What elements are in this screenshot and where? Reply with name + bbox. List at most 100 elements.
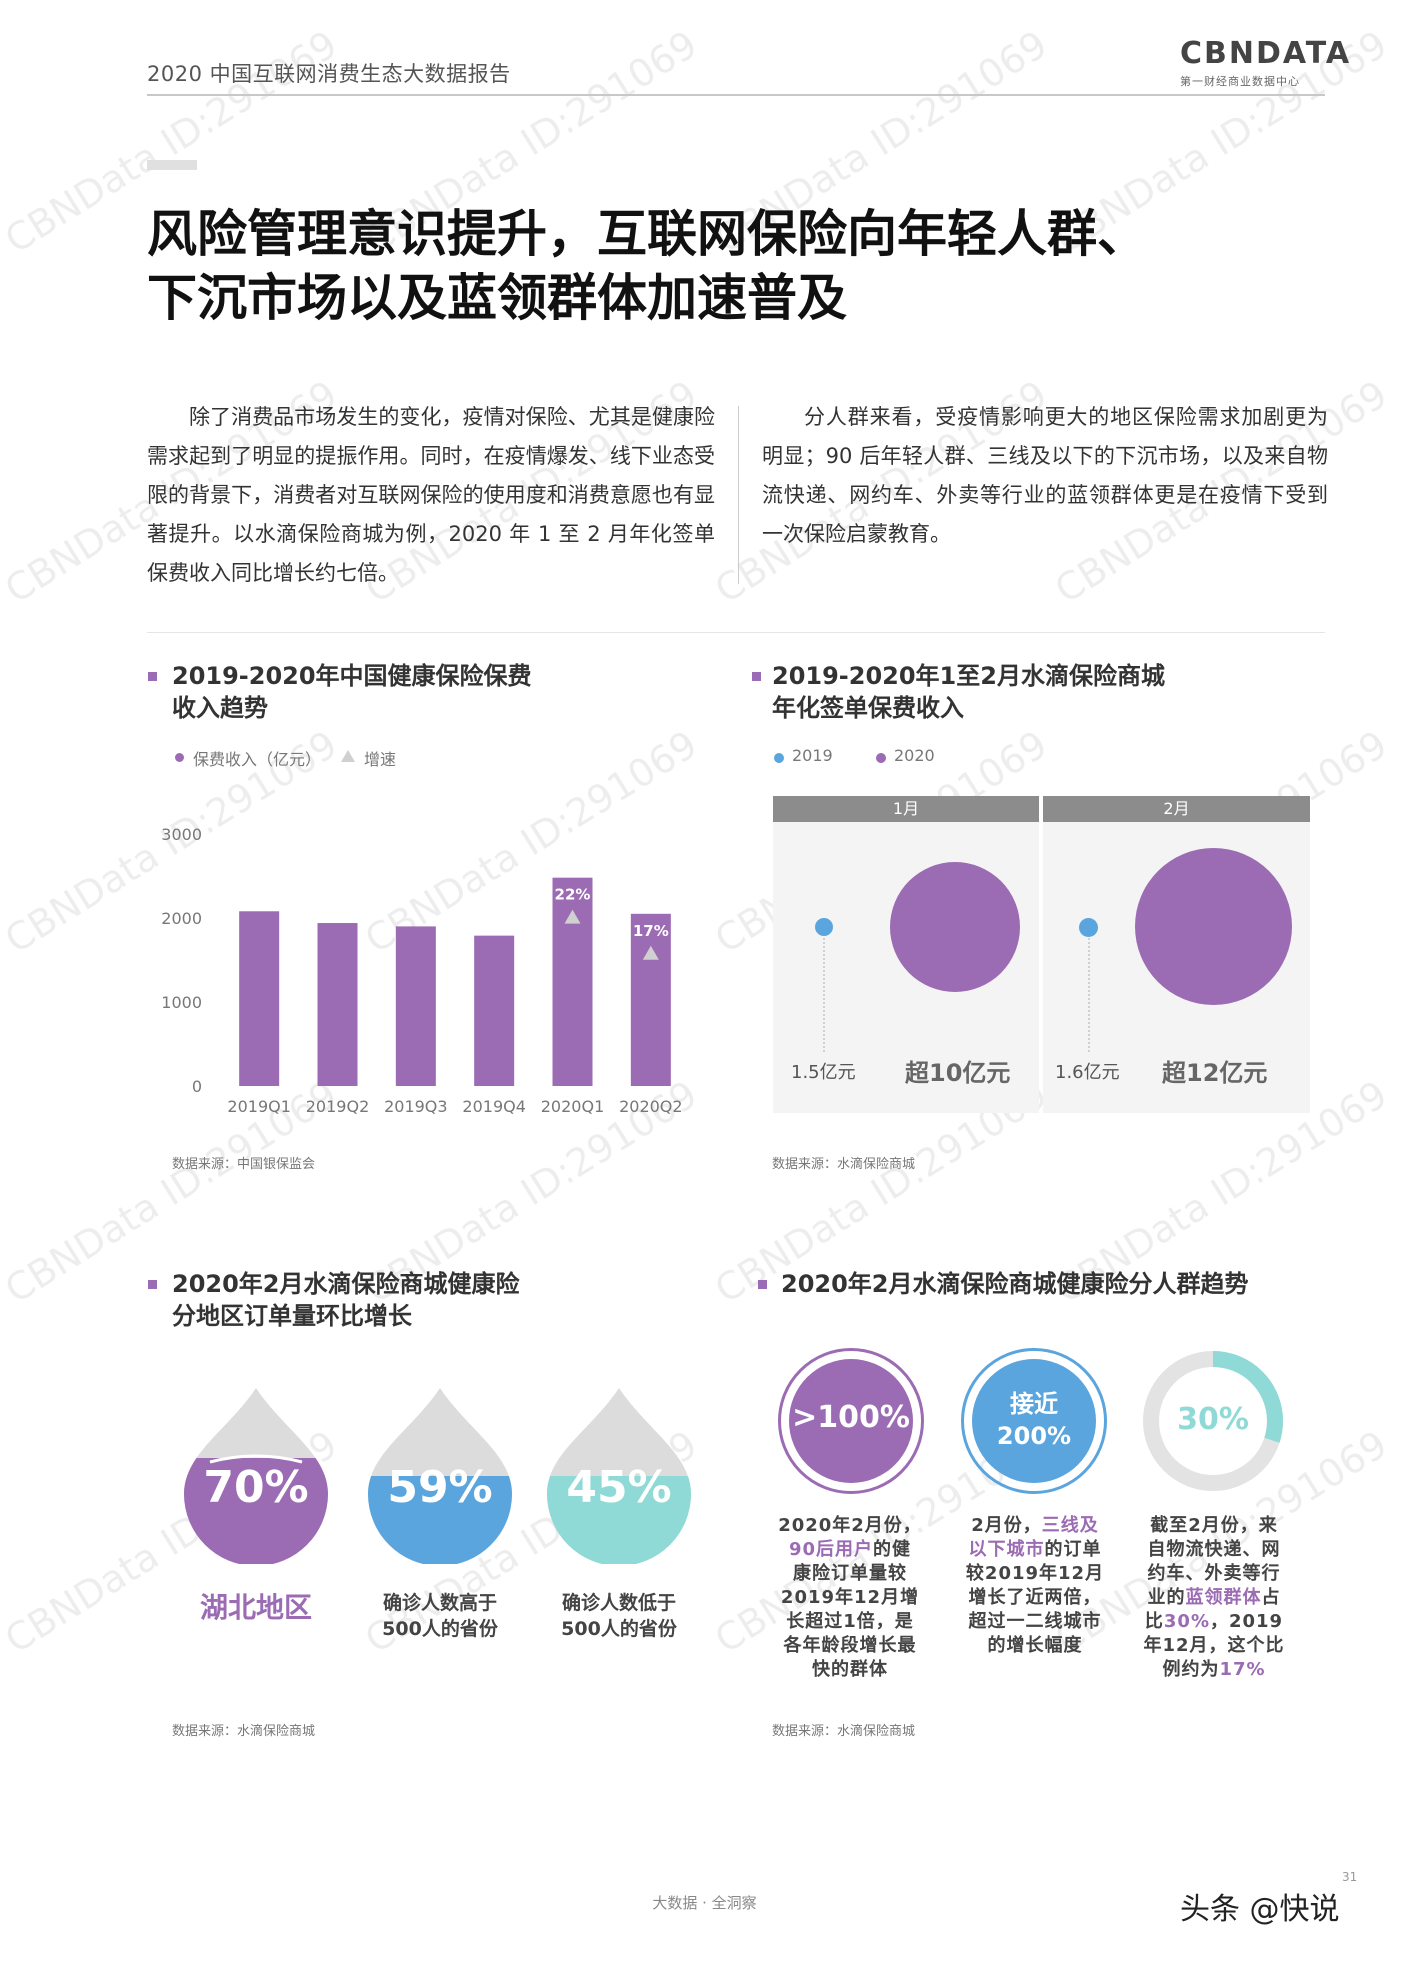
ring-bluecollar-desc-line: 年12月，这个比 <box>1143 1635 1285 1656</box>
section-marker <box>758 1280 767 1289</box>
legend-growth-triangle <box>341 750 355 762</box>
growth-triangle-icon <box>642 945 659 960</box>
ring-bluecollar-desc-text: 占 <box>1261 1587 1281 1608</box>
bubble-feb-2020 <box>1135 848 1292 1005</box>
highlight-17pct: 17% <box>1219 1659 1266 1680</box>
section4-title: 2020年2月水滴保险商城健康险分人群趋势 <box>781 1270 1249 1298</box>
section1-title: 2019-2020年中国健康保险保费 收入趋势 <box>172 660 532 724</box>
highlight-tier3-cities: 以下城市 <box>968 1539 1045 1560</box>
ring-tier3-desc-line: 超过一二线城市 <box>968 1611 1102 1632</box>
bubble-feb-2019 <box>1079 918 1098 937</box>
bar <box>395 926 436 1086</box>
section3-title: 2020年2月水滴保险商城健康险 分地区订单量环比增长 <box>172 1268 520 1332</box>
ring-bluecollar-desc-line: 截至2月份，来 <box>1150 1515 1278 1536</box>
legend-2019-label: 2019 <box>792 746 833 765</box>
section-marker <box>752 672 761 681</box>
dotted-stem <box>1088 934 1090 1052</box>
ring-90s-desc-line: 快的群体 <box>812 1659 888 1680</box>
panel-head-feb: 2月 <box>1043 796 1310 822</box>
cbndata-logo: CBNDATA <box>1180 36 1352 71</box>
legend-2020-dot <box>876 753 886 763</box>
page-title: 风险管理意识提升，互联网保险向年轻人群、 下沉市场以及蓝领群体加速普及 <box>147 202 1267 330</box>
ring-tier3-value: 接近 200% <box>961 1388 1107 1452</box>
section4-source: 数据来源：水滴保险商城 <box>772 1724 916 1739</box>
x-tick-label: 2019Q3 <box>384 1097 448 1116</box>
ring-90s-desc-line: 康险订单量较 <box>793 1563 907 1584</box>
x-tick-label: 2019Q4 <box>462 1097 525 1116</box>
value-feb-2020: 超12亿元 <box>1162 1059 1268 1087</box>
ring-90s <box>778 1348 924 1494</box>
ring-tier3-core <box>972 1359 1096 1483</box>
legend-revenue-label: 保费收入（亿元） <box>193 750 322 769</box>
header-divider <box>147 94 1325 96</box>
ring-90s-desc-line: 长超过1倍，是 <box>786 1611 914 1632</box>
ring-tier3-desc-text: 2月份， <box>971 1515 1042 1536</box>
droplet-above500-label-line1: 确诊人数高于 <box>382 1592 497 1614</box>
droplet-above500-value: 59% <box>387 1462 493 1513</box>
bubble-jan-2019 <box>815 918 833 936</box>
ring-tier3-desc-line: 2月份，三线及 <box>955 1514 1115 1538</box>
section1-title-line1: 2019-2020年中国健康保险保费 <box>172 662 532 690</box>
section1-title-line2: 收入趋势 <box>172 694 268 722</box>
paragraph-divider <box>738 406 739 584</box>
highlight-bluecollar: 蓝领群体 <box>1185 1587 1262 1608</box>
y-tick-label: 2000 <box>161 909 202 928</box>
toutiao-watermark: 头条 @快说 <box>1180 1892 1340 1927</box>
bar <box>552 877 593 1086</box>
droplet-below500-label-line2: 500人的省份 <box>561 1618 677 1640</box>
page-title-line1: 风险管理意识提升，互联网保险向年轻人群、 <box>147 205 1147 263</box>
ring-bluecollar-desc-line: 例约为17% <box>1134 1658 1294 1682</box>
ring-bluecollar-desc-text: 比 <box>1144 1611 1164 1632</box>
ring-90s-core <box>789 1359 913 1483</box>
x-tick-label: 2020Q2 <box>619 1097 683 1116</box>
dotted-stem <box>823 934 825 1052</box>
highlight-tier3: 三线及 <box>1041 1515 1099 1536</box>
droplet-above500-label-line2: 500人的省份 <box>382 1618 498 1640</box>
growth-rate-label: 17% <box>633 922 669 940</box>
ring-bluecollar-desc-line: 业的蓝领群体占 <box>1134 1586 1294 1610</box>
ring-tier3-description: 2月份，三线及 以下城市的订单 较2019年12月 增长了近两倍， 超过一二线城… <box>955 1514 1115 1658</box>
page-title-line2: 下沉市场以及蓝领群体加速普及 <box>147 269 847 327</box>
droplet-hubei-label: 湖北地区 <box>199 1591 312 1624</box>
ring-bluecollar-value: 30% <box>1177 1402 1249 1437</box>
section3-title-line1: 2020年2月水滴保险商城健康险 <box>172 1270 520 1298</box>
section-divider <box>147 632 1325 633</box>
bar <box>317 923 358 1086</box>
x-tick-label: 2019Q1 <box>227 1097 291 1116</box>
x-tick-label: 2020Q1 <box>541 1097 605 1116</box>
ring-bluecollar-desc-text: 业的 <box>1147 1587 1186 1608</box>
ring-tier3-desc-line: 增长了近两倍， <box>968 1587 1102 1608</box>
intro-paragraph-left: 除了消费品市场发生的变化，疫情对保险、尤其是健康险需求起到了明显的提振作用。同时… <box>147 405 715 585</box>
panel-head-jan: 1月 <box>773 796 1039 822</box>
ring-90s-desc-line: 2019年12月增 <box>780 1587 920 1608</box>
droplet-below500-value: 45% <box>566 1462 672 1513</box>
growth-rate-label: 22% <box>555 886 591 904</box>
footer-tagline: 大数据 · 全洞察 <box>652 1894 757 1912</box>
intro-paragraph-right: 分人群来看，受疫情影响更大的地区保险需求加剧更为明显；90 后年轻人群、三线及以… <box>762 405 1328 546</box>
ring-tier3-desc-line: 的增长幅度 <box>987 1635 1083 1656</box>
bar <box>630 913 671 1086</box>
bubble-jan-2020 <box>890 862 1020 992</box>
bar <box>474 935 515 1086</box>
legend-2020-label: 2020 <box>894 746 935 765</box>
bar <box>239 911 280 1086</box>
section3-source: 数据来源：水滴保险商城 <box>172 1724 316 1739</box>
ring-90s-desc-text: 的健 <box>873 1539 912 1560</box>
section2-title: 2019-2020年1至2月水滴保险商城 年化签单保费收入 <box>772 660 1165 724</box>
ring-bluecollar-desc-line: 自物流快递、网 <box>1147 1539 1281 1560</box>
value-jan-2019: 1.5亿元 <box>791 1062 856 1083</box>
ring-tier3-desc-line: 较2019年12月 <box>965 1563 1105 1584</box>
ring-bluecollar-description: 截至2月份，来 自物流快递、网 约车、外卖等行 业的蓝领群体占 比30%，201… <box>1134 1514 1294 1682</box>
ring-tier3-value-line2: 200% <box>996 1422 1072 1450</box>
x-tick-label: 2019Q2 <box>306 1097 370 1116</box>
droplet-hubei-value: 70% <box>203 1462 309 1513</box>
cbndata-logo-subtitle: 第一财经商业数据中心 <box>1180 75 1300 88</box>
value-jan-2020: 超10亿元 <box>905 1059 1011 1087</box>
section2-source: 数据来源：水滴保险商城 <box>772 1157 916 1172</box>
ring-bluecollar-desc-text: 例约为 <box>1162 1659 1220 1680</box>
y-tick-label: 0 <box>192 1077 202 1096</box>
section1-source: 数据来源：中国银保监会 <box>172 1157 316 1172</box>
ring-bluecollar-desc-text: ，2019 <box>1209 1611 1284 1632</box>
ring-tier3-desc-text: 的订单 <box>1044 1539 1102 1560</box>
ring-bluecollar-desc-line: 比30%，2019 <box>1134 1610 1294 1634</box>
